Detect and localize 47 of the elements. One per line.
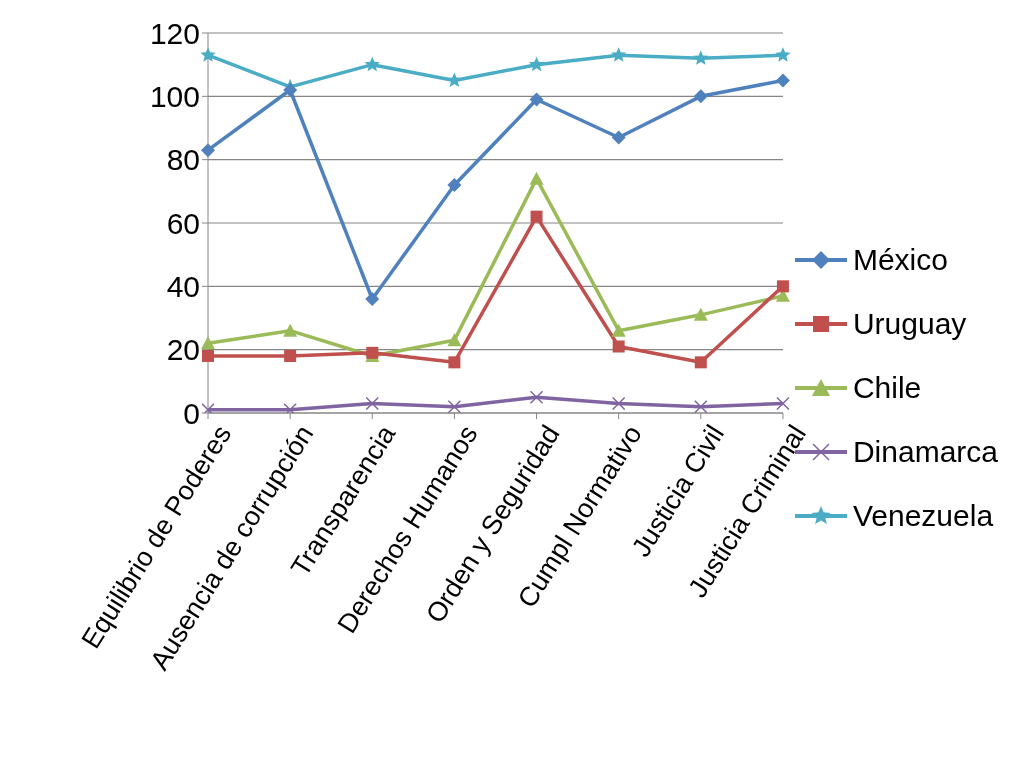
point	[775, 47, 791, 62]
point	[283, 323, 298, 337]
point	[776, 280, 789, 293]
legend-label: Venezuela	[852, 499, 994, 533]
point	[364, 56, 380, 72]
point	[611, 396, 626, 411]
point	[365, 292, 380, 306]
point	[283, 403, 297, 413]
point	[201, 143, 215, 158]
point	[365, 396, 380, 411]
point	[448, 356, 461, 369]
y-tick-label: 20	[166, 333, 200, 367]
point	[693, 50, 709, 65]
point	[612, 340, 625, 353]
point	[611, 323, 626, 337]
legend-label: México	[852, 243, 948, 277]
point	[693, 89, 708, 104]
point	[447, 333, 462, 347]
point	[694, 399, 708, 413]
point	[528, 56, 545, 72]
point	[283, 83, 298, 97]
point	[775, 73, 790, 88]
legend-label: Dinamarca	[852, 435, 998, 469]
point	[776, 396, 790, 411]
point	[530, 210, 543, 223]
y-tick-label: 60	[166, 206, 200, 240]
point	[201, 336, 215, 350]
point	[694, 356, 707, 369]
point	[447, 399, 462, 413]
point	[529, 390, 544, 404]
point	[693, 307, 708, 321]
legend-label: Uruguay	[852, 307, 967, 341]
y-tick-label: 100	[149, 79, 200, 113]
point	[529, 171, 544, 185]
point	[200, 47, 216, 62]
point	[611, 130, 626, 145]
y-tick-label: 0	[183, 396, 200, 430]
point	[447, 178, 462, 192]
point	[446, 72, 463, 87]
point	[529, 92, 544, 107]
point	[611, 47, 627, 62]
point	[284, 350, 297, 362]
y-tick-label: 120	[149, 16, 200, 50]
point	[201, 403, 215, 413]
y-tick-label: 40	[166, 269, 200, 303]
y-tick-label: 80	[166, 143, 200, 177]
legend-label: Chile	[852, 371, 922, 405]
